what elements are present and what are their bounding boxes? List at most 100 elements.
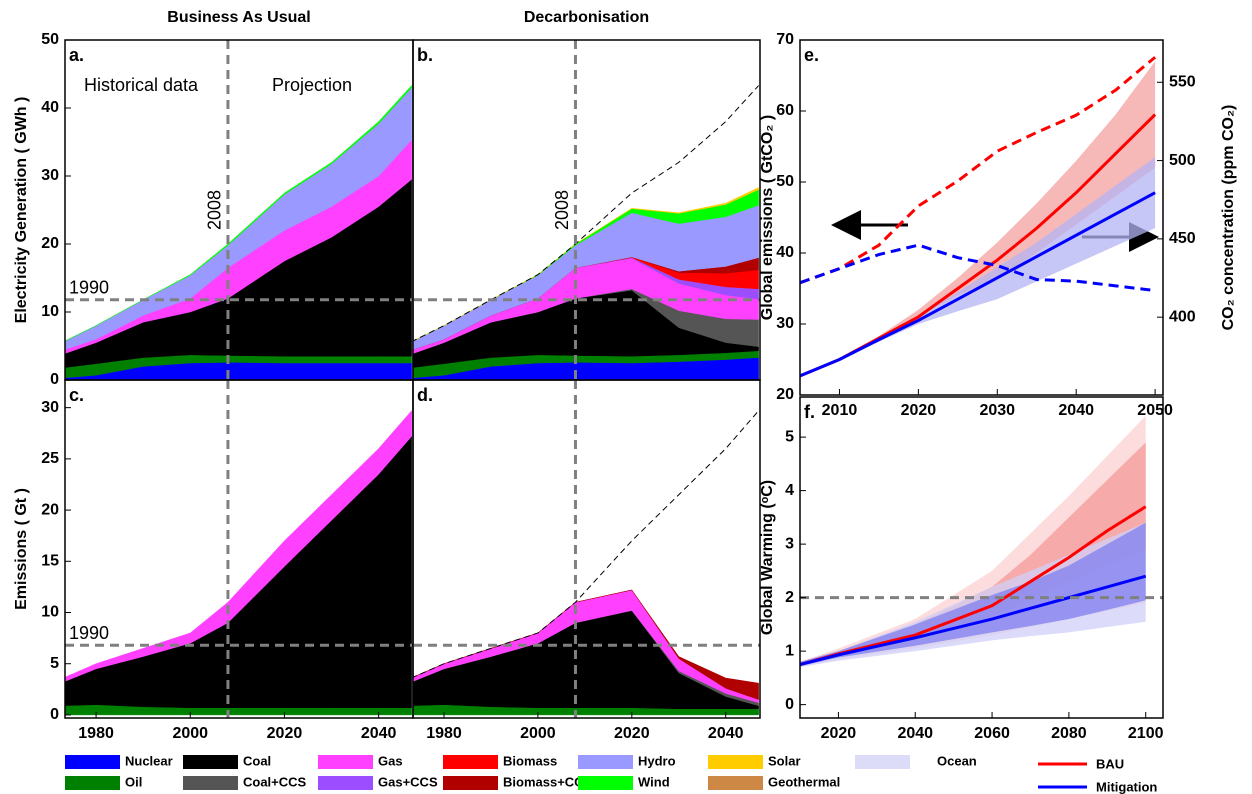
legend-swatch — [65, 776, 120, 790]
area — [65, 84, 412, 342]
plot-area — [65, 84, 412, 380]
y-tick-label: 30 — [41, 399, 59, 416]
y-axis-label: Global emissions ( GtCO₂ ) — [759, 115, 776, 320]
y-tick-label: 20 — [776, 386, 794, 403]
y-tick-label: 5 — [785, 428, 794, 445]
y-tick-label: 5 — [50, 655, 59, 672]
x-tick-label: 1980 — [78, 725, 114, 742]
legend-swatch — [65, 755, 120, 769]
y-tick-label: 70 — [776, 31, 794, 48]
x-tick-label: 2020 — [901, 402, 937, 419]
legend-label: Geothermal — [768, 774, 840, 789]
x-tick-label: 2040 — [897, 725, 933, 742]
axes-frame — [799, 396, 1164, 719]
y-axis-label: Electricity Generation ( GWh ) — [13, 97, 30, 324]
area — [413, 589, 759, 700]
legend-label: Nuclear — [125, 753, 173, 768]
y2-tick-label: 550 — [1169, 73, 1196, 90]
legend-label: BAU — [1096, 756, 1124, 771]
x-tick-label: 2100 — [1128, 725, 1164, 742]
y-tick-label: 0 — [785, 696, 794, 713]
area — [65, 410, 412, 682]
reference-line — [413, 410, 759, 678]
x-tick-label: 2040 — [708, 725, 744, 742]
y-tick-label: 40 — [776, 244, 794, 261]
legend-label: Biomass+CCS — [503, 774, 593, 789]
vline-label: 2008 — [552, 190, 572, 230]
y-axis-label: Global Warming (ᵒC) — [759, 480, 776, 635]
y-tick-label: 3 — [785, 535, 794, 552]
column-title: Decarbonisation — [524, 9, 649, 26]
legend-label: Coal — [243, 753, 271, 768]
x-tick-label: 2040 — [361, 725, 397, 742]
plot-area — [413, 85, 759, 380]
panel-label: a. — [69, 45, 84, 65]
y-tick-label: 4 — [785, 482, 794, 499]
legend-swatch — [318, 776, 373, 790]
panel-label: e. — [804, 45, 819, 65]
y2-tick-label: 500 — [1169, 152, 1196, 169]
annotation: Historical data — [84, 75, 199, 95]
hline-label: 1990 — [69, 278, 109, 298]
x-tick-label: 2010 — [822, 402, 858, 419]
column-title: Business As Usual — [167, 9, 310, 26]
y-tick-label: 20 — [41, 501, 59, 518]
annotation: Projection — [272, 75, 352, 95]
panel-label: f. — [804, 402, 815, 422]
x-tick-label: 2020 — [821, 725, 857, 742]
y-tick-label: 60 — [776, 102, 794, 119]
y-tick-label: 10 — [41, 604, 59, 621]
legend-swatch — [183, 776, 238, 790]
y2-tick-label: 400 — [1169, 308, 1196, 325]
x-tick-label: 2050 — [1137, 402, 1173, 419]
y-tick-label: 15 — [41, 553, 59, 570]
legend-label: Coal+CCS — [243, 774, 307, 789]
legend-swatch — [443, 776, 498, 790]
panel-label: c. — [69, 385, 84, 405]
x-tick-label: 2000 — [520, 725, 556, 742]
y2-tick-label: 450 — [1169, 230, 1196, 247]
y-tick-label: 50 — [41, 31, 59, 48]
panel-label: d. — [417, 385, 433, 405]
y-tick-label: 2 — [785, 589, 794, 606]
y-tick-label: 40 — [41, 99, 59, 116]
x-tick-label: 1980 — [426, 725, 462, 742]
y-tick-label: 25 — [41, 450, 59, 467]
y-tick-label: 0 — [50, 371, 59, 388]
line — [800, 191, 1156, 378]
x-tick-label: 2030 — [979, 402, 1015, 419]
legend-swatch — [578, 776, 633, 790]
legend-swatch — [708, 755, 763, 769]
plot-area — [800, 415, 1147, 668]
uncertainty-band — [800, 522, 1146, 668]
legend-label: Solar — [768, 753, 801, 768]
legend-swatch — [318, 755, 373, 769]
x-tick-label: 2000 — [172, 725, 208, 742]
line — [800, 243, 1156, 293]
x-tick-label: 2020 — [267, 725, 303, 742]
y-tick-label: 0 — [50, 706, 59, 723]
legend-label: Hydro — [638, 753, 676, 768]
plot-area — [800, 56, 1157, 378]
panel-label: b. — [417, 45, 433, 65]
legend-swatch — [443, 755, 498, 769]
legend-label: Gas — [378, 753, 403, 768]
legend-swatch — [708, 776, 763, 790]
x-tick-label: 2020 — [614, 725, 650, 742]
axes-frame — [799, 39, 1164, 396]
x-tick-label: 2060 — [974, 725, 1010, 742]
y-tick-label: 50 — [776, 173, 794, 190]
y-tick-label: 30 — [41, 167, 59, 184]
line — [800, 56, 1157, 285]
y-tick-label: 1 — [785, 642, 794, 659]
legend-swatch — [183, 755, 238, 769]
legend-label: Oil — [125, 774, 142, 789]
plot-area — [413, 410, 759, 716]
legend-label: Gas+CCS — [378, 774, 438, 789]
vline-label: 2008 — [205, 190, 225, 230]
y-tick-label: 10 — [41, 303, 59, 320]
y-tick-label: 30 — [776, 315, 794, 332]
plot-area — [65, 410, 412, 716]
legend-label: Mitigation — [1096, 779, 1157, 794]
